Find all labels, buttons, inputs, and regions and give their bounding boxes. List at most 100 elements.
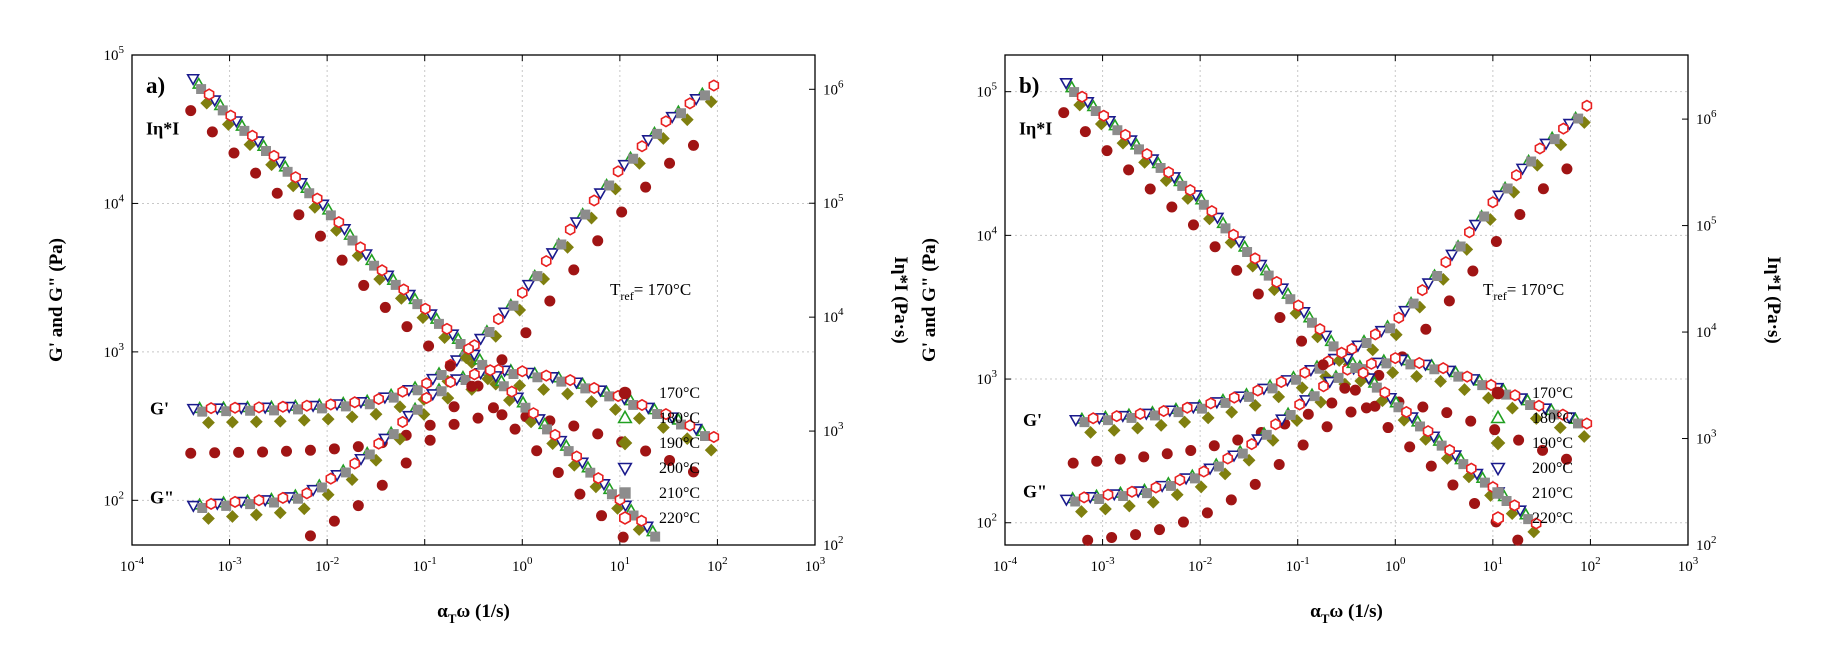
data-point-210c-gpp bbox=[1333, 372, 1344, 383]
data-point-210c-gpp bbox=[1525, 400, 1536, 411]
data-point-170c-eta bbox=[552, 466, 564, 478]
data-point-170c-gpp bbox=[1489, 424, 1501, 436]
legend-label: 180°C bbox=[659, 410, 700, 427]
data-point-210c-gpp bbox=[1453, 371, 1464, 382]
data-point-210c-eta bbox=[650, 531, 661, 542]
data-point-220c-eta bbox=[506, 385, 518, 398]
data-point-210c-gpp bbox=[436, 386, 447, 397]
data-point-190c-gp bbox=[202, 416, 215, 430]
data-point-220c-gpp bbox=[469, 368, 480, 381]
data-point-220c-eta bbox=[290, 171, 301, 184]
data-point-190c-gp bbox=[273, 414, 287, 428]
data-point-170c-gp bbox=[448, 401, 460, 413]
data-point-200c-gp bbox=[1468, 219, 1483, 232]
data-point-210c-gp bbox=[1573, 113, 1584, 124]
data-point-190c-eta bbox=[1527, 525, 1541, 539]
y-tick-label: 105 bbox=[977, 81, 998, 101]
x-tick-label: 10-1 bbox=[1286, 555, 1310, 575]
data-point-190c-gpp bbox=[1529, 412, 1543, 425]
data-point-210c-gpp bbox=[1237, 448, 1248, 459]
data-point-170c-eta bbox=[1252, 288, 1264, 300]
legend-label: 210°C bbox=[1532, 485, 1573, 502]
data-point-220c-gpp bbox=[636, 398, 648, 412]
data-point-170c-gp bbox=[209, 447, 221, 459]
data-point-200c-gp bbox=[1421, 278, 1436, 291]
x-tick-label: 103 bbox=[805, 555, 826, 575]
data-point-170c-gpp bbox=[472, 412, 484, 424]
data-point-170c-gpp bbox=[1560, 453, 1572, 465]
data-point-210c-gp bbox=[1079, 417, 1090, 428]
data-point-170c-eta bbox=[358, 279, 370, 291]
data-point-170c-gp bbox=[687, 139, 699, 151]
data-point-220c-gpp bbox=[1390, 351, 1401, 365]
data-point-220c-eta bbox=[593, 472, 604, 485]
data-point-210c-gpp bbox=[1094, 493, 1105, 504]
data-point-220c-gp bbox=[421, 377, 432, 390]
data-point-220c-gp bbox=[1487, 196, 1499, 209]
data-point-170c-gp bbox=[640, 181, 652, 193]
data-point-170c-gpp bbox=[400, 457, 412, 469]
tref-annotation: Tref= 170°C bbox=[1483, 280, 1564, 303]
data-point-200c-eta bbox=[1210, 212, 1225, 225]
data-point-170c-eta bbox=[1274, 312, 1286, 324]
data-point-220c-eta bbox=[398, 283, 410, 296]
data-point-190c-eta bbox=[221, 118, 235, 131]
legend-label: 220°C bbox=[1532, 510, 1573, 527]
data-point-190c-eta bbox=[524, 415, 538, 429]
data-point-220c-gpp bbox=[1509, 389, 1521, 402]
data-point-170c-gpp bbox=[424, 434, 436, 446]
data-point-220c-eta bbox=[571, 450, 582, 463]
data-point-220c-gp bbox=[493, 312, 504, 326]
data-point-170c-gpp bbox=[496, 409, 508, 421]
data-point-190c-gpp bbox=[632, 411, 646, 425]
data-point-200c-gp bbox=[1445, 249, 1459, 262]
data-point-190c-eta bbox=[416, 311, 430, 325]
chart-panel-a: 10-4 10-3 10-2 10-1 100 101 102 103102103104105… bbox=[46, 44, 911, 626]
data-point-170c-gpp bbox=[328, 515, 340, 527]
data-point-200c-gp bbox=[1515, 163, 1530, 176]
data-point-220c-eta bbox=[441, 322, 453, 335]
data-point-220c-gp bbox=[1087, 412, 1099, 425]
plot-frame bbox=[131, 54, 816, 546]
data-point-220c-gp bbox=[612, 165, 624, 178]
data-point-210c-gpp bbox=[388, 429, 399, 440]
data-point-220c-gpp bbox=[1485, 378, 1497, 392]
data-point-190c-gp bbox=[1272, 390, 1286, 404]
data-point-210c-gp bbox=[436, 370, 447, 380]
legend-marker-210c bbox=[619, 487, 631, 499]
y-tick-label: 103 bbox=[104, 341, 125, 361]
data-point-210c-gpp bbox=[340, 467, 351, 478]
data-point-220c-gpp bbox=[564, 373, 576, 387]
data-point-220c-gp bbox=[325, 398, 337, 411]
data-point-170c-eta bbox=[1123, 164, 1135, 176]
data-point-170c-gp bbox=[1185, 445, 1197, 457]
y2-tick-label: 104 bbox=[823, 306, 844, 326]
data-point-170c-gp bbox=[1067, 457, 1079, 469]
data-point-190c-eta bbox=[438, 331, 451, 345]
data-point-200c-eta bbox=[1232, 236, 1246, 249]
x-axis-title: αTω (1/s) bbox=[437, 601, 510, 626]
y2-axis-title: Iη*I (Pa·s) bbox=[890, 256, 911, 343]
data-point-170c-eta bbox=[1317, 359, 1329, 371]
data-point-170c-gpp bbox=[687, 466, 699, 478]
legend: 170°C 180°C 190°C 200°C 210°C 220°C bbox=[1490, 385, 1573, 527]
data-point-190c-eta bbox=[286, 179, 300, 193]
data-point-170c-eta bbox=[531, 445, 543, 457]
data-point-210c-gp bbox=[1385, 323, 1396, 334]
data-point-170c-gp bbox=[1114, 453, 1126, 465]
data-point-200c-gp bbox=[617, 159, 632, 172]
data-point-220c-eta bbox=[1249, 252, 1261, 265]
g-double-prime-curve-label: G" bbox=[150, 488, 174, 508]
data-point-190c-gpp bbox=[1075, 505, 1088, 518]
data-point-200c-eta bbox=[359, 249, 373, 262]
data-point-190c-eta bbox=[373, 272, 387, 286]
x-tick-label: 100 bbox=[512, 555, 533, 575]
data-point-210c-gp bbox=[1455, 241, 1466, 252]
data-point-190c-gpp bbox=[1170, 488, 1184, 502]
data-point-190c-gp bbox=[1084, 425, 1098, 439]
data-point-190c-gpp bbox=[1218, 467, 1232, 481]
data-point-220c-eta bbox=[420, 302, 431, 315]
data-point-170c-eta bbox=[574, 488, 586, 500]
data-point-210c-gpp bbox=[1405, 359, 1416, 370]
